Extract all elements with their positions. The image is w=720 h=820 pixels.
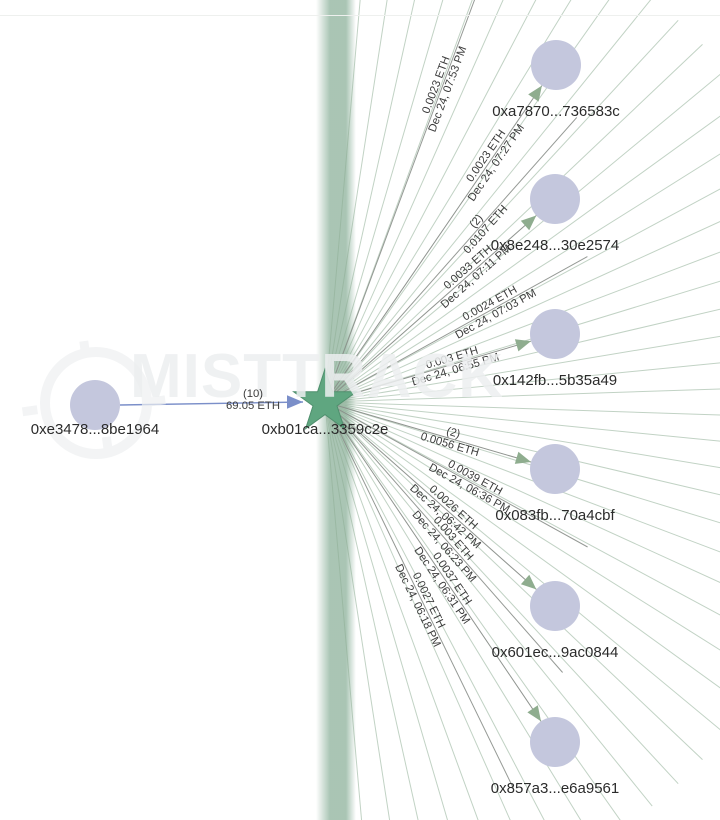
- svg-text:MISTTRACK: MISTTRACK: [130, 342, 504, 411]
